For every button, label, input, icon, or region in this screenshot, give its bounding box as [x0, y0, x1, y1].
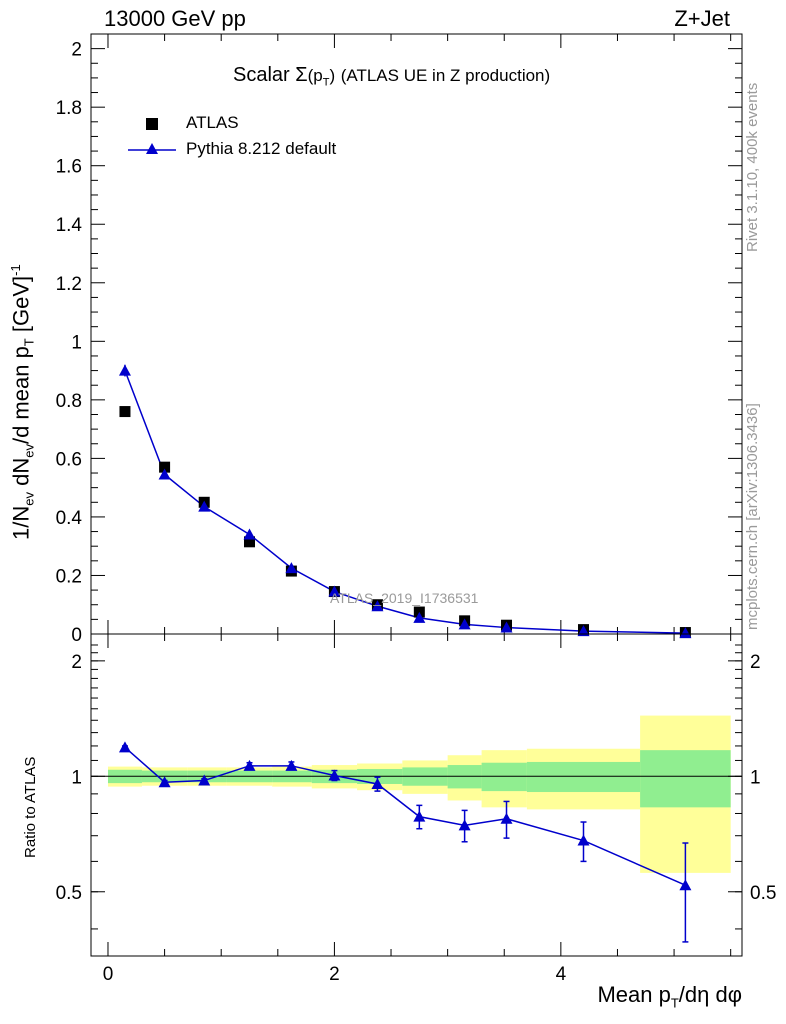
ratio-point: [371, 777, 384, 789]
y-tick-label-main: 0.6: [56, 449, 82, 470]
data-point: [159, 461, 171, 473]
y-tick-label-ratio: 1: [71, 767, 82, 788]
y-tick-label-main: 1.4: [56, 215, 83, 236]
ratio-point: [198, 774, 211, 786]
y-axis-title-ratio: Ratio to ATLAS: [22, 756, 39, 858]
main-panel: 0 0.2 0.4 0.6 0.8 1 1.2 1.4 1.6 1.8 2: [56, 33, 743, 646]
plot-title: Scalar Σ(pT) (ATLAS UE in Z production): [233, 64, 550, 88]
mc-point: [328, 585, 341, 597]
legend-mc-label: Pythia 8.212 default: [186, 139, 337, 158]
ratio-band-inner: [640, 750, 731, 808]
ratio-band-inner: [526, 761, 641, 793]
x-tick-label: 2: [329, 964, 340, 985]
mc-point: [577, 625, 590, 637]
process-label: Z+Jet: [674, 6, 730, 31]
y-tick-label-ratio: 0.5: [56, 883, 82, 904]
sigma-symbol: Σ: [295, 64, 308, 86]
ratio-point: [243, 759, 256, 771]
mc-point: [371, 600, 384, 612]
ratio-point: [679, 879, 692, 891]
ratio-point: [158, 776, 171, 788]
y-tick-label-main: 0.4: [56, 508, 83, 529]
y-tick-label-main: 0.8: [56, 391, 82, 412]
ratio-point: [285, 759, 298, 771]
plot-title-prefix: Scalar: [233, 64, 290, 86]
ratio-mc-line: [124, 746, 686, 886]
mc-point: [285, 562, 298, 574]
y-tick-label-main: 0: [71, 625, 82, 646]
plot-title-suffix: (ATLAS UE in Z production): [340, 66, 551, 85]
y-axis-title-main: 1/Nev dNev/d mean pT [GeV]-1: [8, 264, 37, 540]
rivet-label: Rivet 3.1.10, 400k events: [744, 82, 761, 252]
ratio-band-inner: [481, 762, 527, 792]
data-point: [244, 536, 256, 548]
y-tick-label-main: 1.8: [56, 98, 82, 119]
y-tick-label-ratio-right: 2: [750, 652, 761, 673]
y-tick-label-main: 1.6: [56, 157, 82, 178]
mc-point: [198, 500, 211, 512]
ratio-point: [458, 819, 471, 831]
y-tick-label-main: 2: [71, 40, 82, 61]
x-axis-title: Mean pT/dη dφ: [597, 982, 742, 1011]
mc-point: [500, 621, 513, 633]
mc-point: [679, 627, 692, 639]
ratio-point: [413, 810, 426, 822]
y-tick-label-main: 1: [71, 332, 82, 353]
mc-point: [243, 528, 256, 540]
mc-point: [413, 611, 426, 623]
ratio-point: [328, 769, 341, 781]
ratio-point: [577, 834, 590, 846]
y-tick-label-ratio: 2: [71, 652, 82, 673]
mcplots-label: mcplots.cern.ch [arXiv:1306.3436]: [744, 403, 761, 630]
ratio-panel: 0.5 0.5 1 1 2 2 0 2 4: [56, 633, 776, 985]
analysis-watermark: ATLAS_2019_I1736531: [330, 590, 479, 606]
sigma-argument: (pT): [307, 66, 336, 89]
energy-label: 13000 GeV pp: [104, 6, 246, 31]
ratio-point: [500, 812, 513, 824]
y-tick-label-ratio-right: 0.5: [750, 883, 776, 904]
mc-point: [458, 618, 471, 630]
legend-data-marker: [146, 118, 158, 130]
legend-mc-marker: [128, 143, 176, 154]
x-tick-label: 4: [556, 964, 567, 985]
y-tick-label-ratio-right: 1: [750, 767, 761, 788]
legend-data-label: ATLAS: [186, 113, 239, 132]
x-tick-label: 0: [103, 964, 114, 985]
ratio-point: [118, 741, 131, 753]
data-point: [119, 406, 131, 418]
mc-series-line: [124, 370, 686, 634]
y-tick-label-main: 1.2: [56, 274, 82, 295]
mc-point: [158, 468, 171, 480]
ratio-frame-border: [90, 633, 743, 957]
y-tick-label-main: 0.2: [56, 566, 82, 587]
mc-point: [118, 364, 131, 376]
